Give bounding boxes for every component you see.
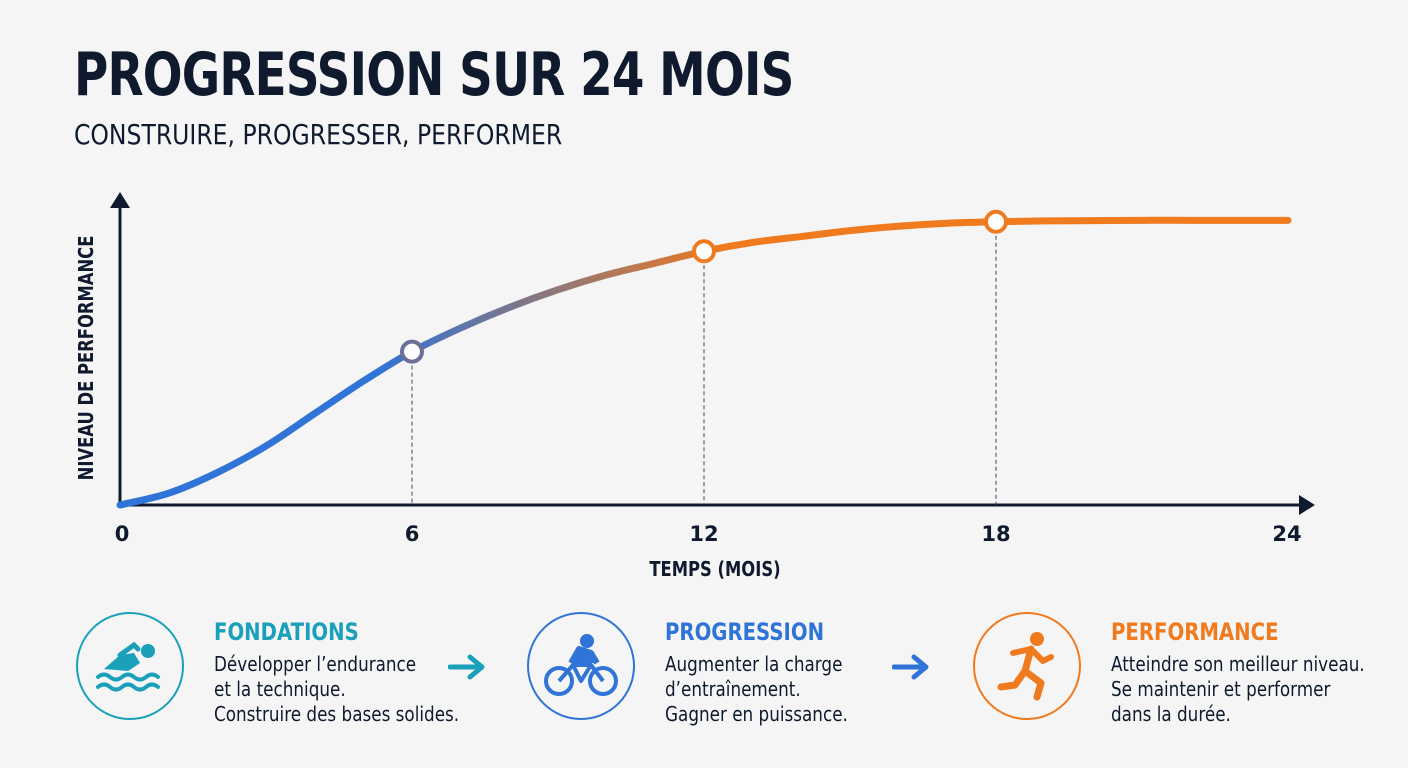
- phase-text-line: Gagner en puissance.: [665, 702, 848, 726]
- curve-marker: [400, 339, 424, 364]
- chart-subtitle: CONSTRUIRE, PROGRESSER, PERFORMER: [74, 118, 563, 151]
- x-tick-labels: 0 6 12 18 24: [115, 522, 1302, 546]
- arrow-right-icon: [448, 654, 485, 680]
- y-axis-label: NIVEAU DE PERFORMANCE: [76, 236, 99, 481]
- phase-icon-circle: [973, 612, 1081, 720]
- x-tick-label: 12: [689, 522, 718, 546]
- performance-chart: 0 6 12 18 24 TEMPS (MOIS) NIVEAU DE PERFORMA…: [76, 192, 1315, 582]
- cyclist-icon: [544, 634, 618, 696]
- marker-guides: [411, 221, 997, 505]
- chart-axes: [110, 192, 1315, 515]
- phase-icon-circle: [527, 612, 635, 720]
- phase-text-line: et la technique.: [214, 677, 346, 701]
- arrow-right-icon: [892, 654, 929, 680]
- phase-title: PERFORMANCE: [1111, 618, 1279, 646]
- x-tick-label: 0: [115, 522, 130, 546]
- phase-text-line: Développer l’endurance: [214, 652, 417, 676]
- phase-title: PROGRESSION: [665, 618, 825, 646]
- phase-text-line: Atteindre son meilleur niveau.: [1111, 652, 1365, 676]
- chart-title: PROGRESSION SUR 24 MOIS: [74, 40, 794, 110]
- phase-title: FONDATIONS: [214, 618, 359, 646]
- curve-markers: [400, 209, 1008, 364]
- phase-text-line: dans la durée.: [1111, 702, 1231, 726]
- y-axis-arrowhead: [110, 192, 130, 208]
- curve-marker: [984, 209, 1008, 234]
- x-axis-label: TEMPS (MOIS): [649, 559, 780, 582]
- phase-text-line: d’entraînement.: [665, 677, 801, 701]
- runner-icon: [997, 632, 1054, 701]
- swimmer-icon: [96, 641, 160, 692]
- x-axis-arrowhead: [1299, 495, 1315, 515]
- x-tick-label: 6: [405, 522, 420, 546]
- phase-text-line: Se maintenir et performer: [1111, 677, 1331, 701]
- phase-text-line: Construire des bases solides.: [214, 702, 460, 726]
- phase-text-line: Augmenter la charge: [665, 652, 843, 676]
- phase-icon-circle: [76, 612, 184, 720]
- x-tick-label: 18: [981, 522, 1010, 546]
- x-tick-label: 24: [1272, 522, 1301, 546]
- curve-marker: [692, 239, 716, 264]
